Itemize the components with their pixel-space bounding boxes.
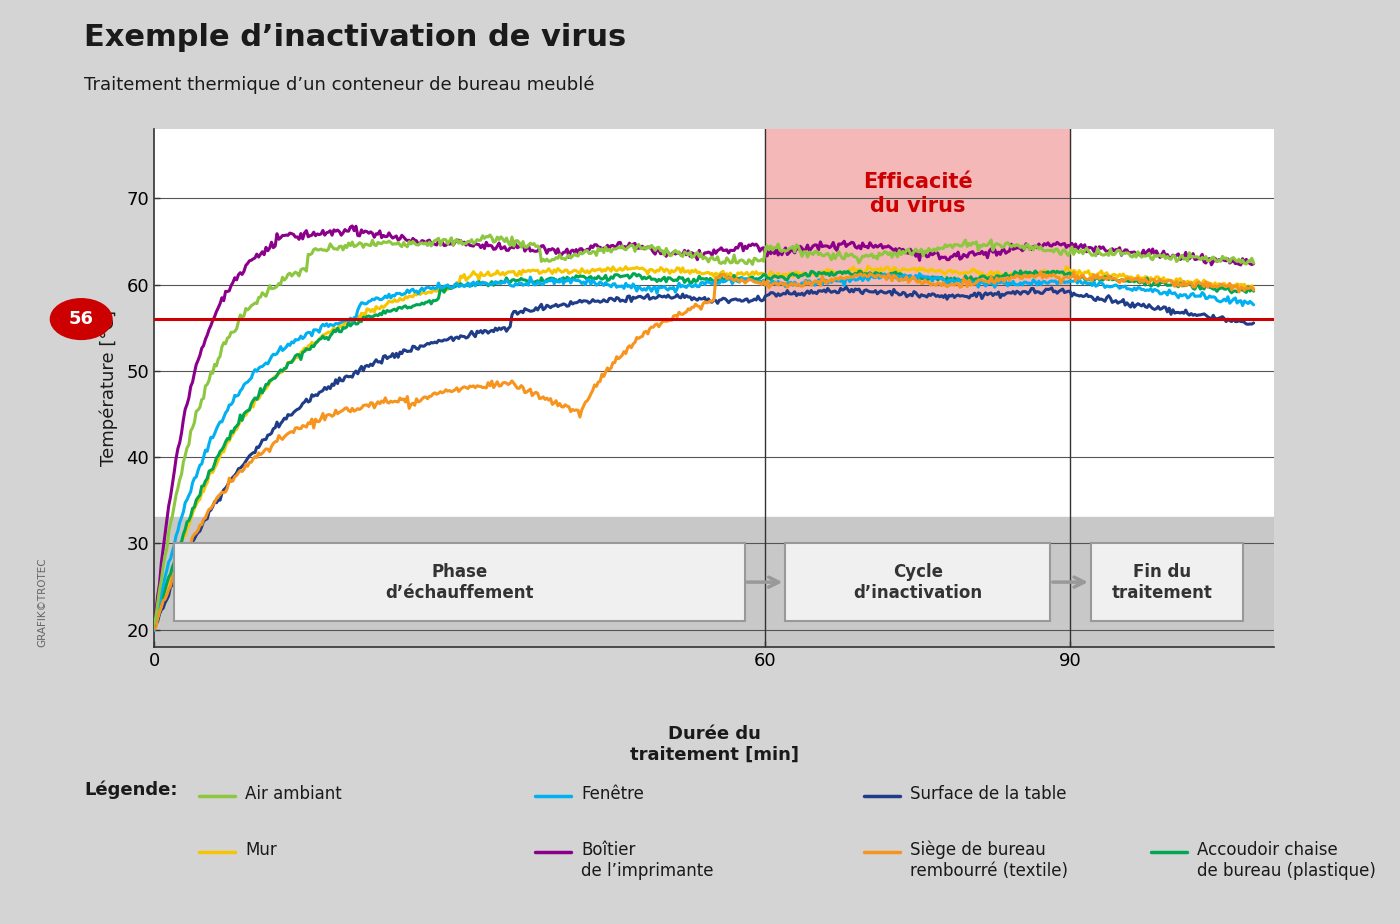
Text: Surface de la table: Surface de la table [910,785,1067,803]
Text: Mur: Mur [245,841,277,858]
Bar [154,517,1274,647]
Text: Fin du
traitement: Fin du traitement [1112,563,1212,602]
Text: Accoudoir chaise
de bureau (plastique): Accoudoir chaise de bureau (plastique) [1197,841,1376,880]
Text: GRAFIK©TROTEC: GRAFIK©TROTEC [38,557,48,647]
Text: Durée du
traitement [min]: Durée du traitement [min] [630,725,798,764]
Text: Boîtier
de l’imprimante: Boîtier de l’imprimante [581,841,714,880]
FancyBboxPatch shape [1091,543,1243,621]
Text: Cycle
d’inactivation: Cycle d’inactivation [853,563,983,602]
Text: Phase
d’échauffement: Phase d’échauffement [385,563,533,602]
Text: Traitement thermique d’un conteneur de bureau meublé: Traitement thermique d’un conteneur de b… [84,76,595,94]
Text: Légende:: Légende: [84,781,178,799]
Text: Exemple d’inactivation de virus: Exemple d’inactivation de virus [84,23,626,52]
Text: Efficacité
du virus: Efficacité du virus [862,173,973,215]
FancyBboxPatch shape [785,543,1050,621]
Y-axis label: Température [°C]: Température [°C] [99,310,118,466]
Text: Fenêtre: Fenêtre [581,785,644,803]
Bar [764,129,1071,319]
FancyBboxPatch shape [175,543,745,621]
Text: Siège de bureau
rembourré (textile): Siège de bureau rembourré (textile) [910,841,1068,881]
Text: 56: 56 [69,310,94,328]
Text: Air ambiant: Air ambiant [245,785,342,803]
